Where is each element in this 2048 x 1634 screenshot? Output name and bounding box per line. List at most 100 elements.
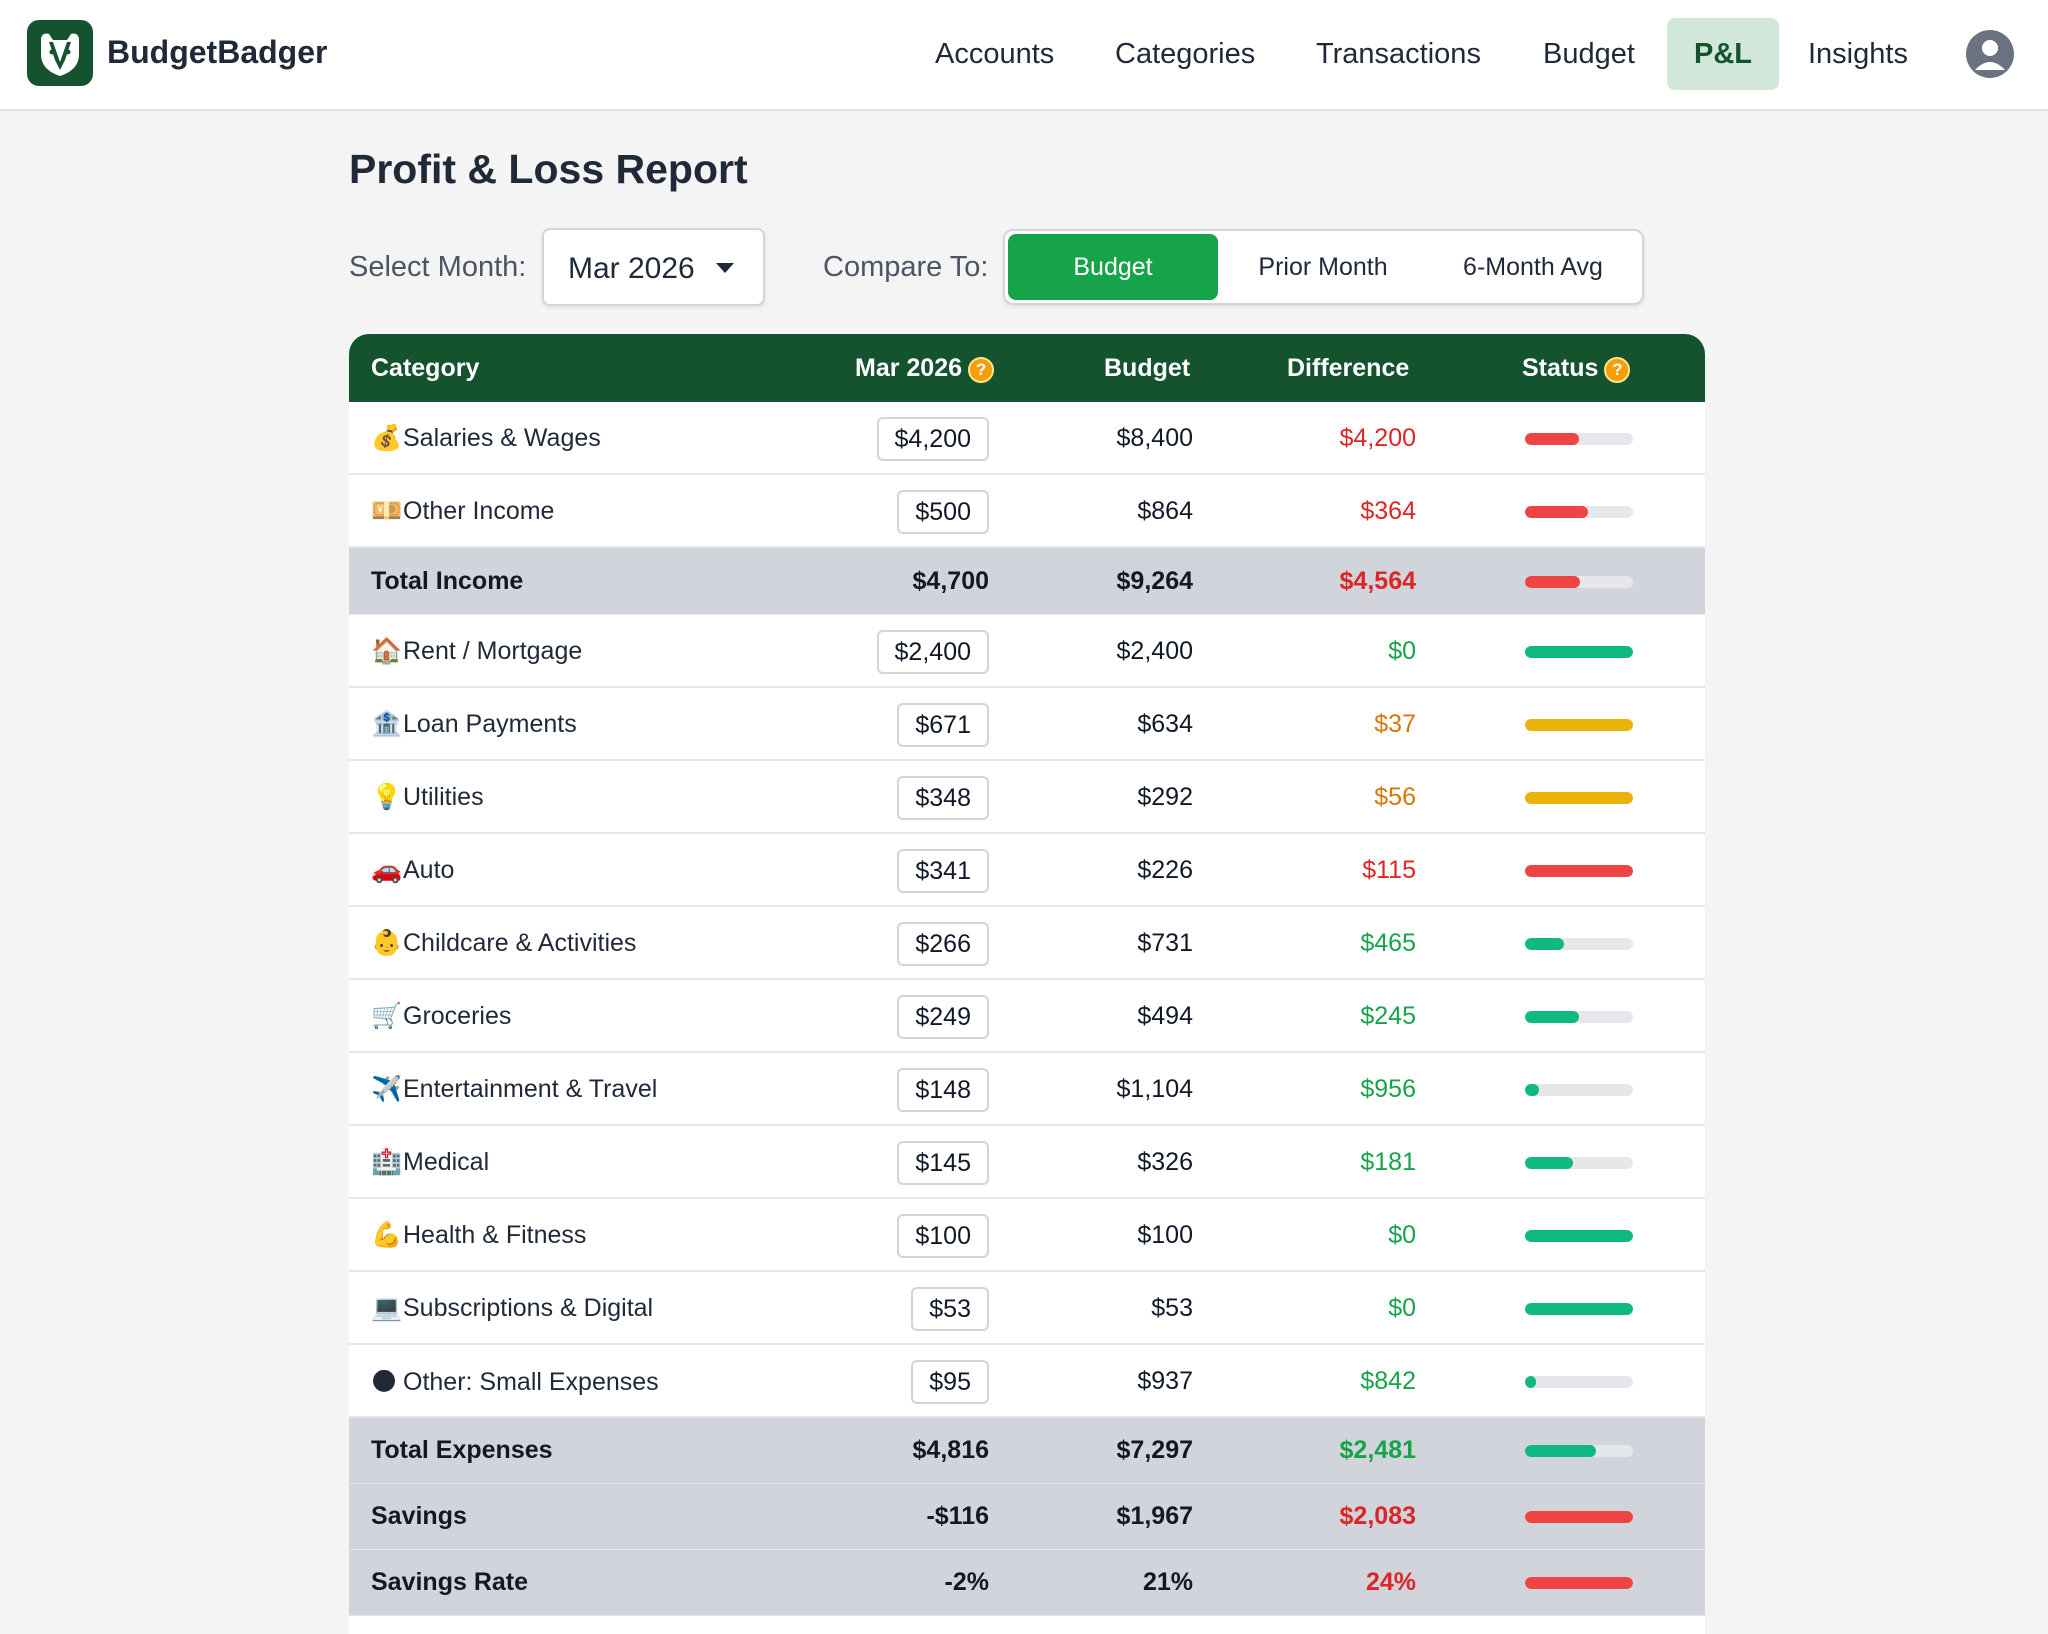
actual-total-value: -2% xyxy=(944,1568,989,1596)
table-row: 🏥Medical $145 $326 $181 xyxy=(349,1126,1705,1199)
status-progress-bar xyxy=(1525,506,1633,518)
pl-table: Category Mar 2026? Budget Difference Sta… xyxy=(349,334,1705,1634)
nav-transactions[interactable]: Transactions xyxy=(1316,38,1481,70)
category-label: Groceries xyxy=(403,1002,512,1030)
table-row: 🛒Groceries $249 $494 $245 xyxy=(349,980,1705,1053)
actual-amount-input[interactable]: $249 xyxy=(897,995,989,1039)
status-progress-bar xyxy=(1525,1376,1633,1388)
category-cell: Savings Rate xyxy=(371,1568,528,1597)
difference-value: $2,083 xyxy=(1339,1502,1416,1530)
category-emoji-icon: 💴 xyxy=(371,497,403,525)
budget-value: $1,104 xyxy=(1116,1075,1193,1103)
actual-amount-input[interactable]: $100 xyxy=(897,1214,989,1258)
header-budget[interactable]: Budget xyxy=(1104,354,1191,382)
category-label: Savings Rate xyxy=(371,1568,529,1596)
category-cell: 💡Utilities xyxy=(371,783,484,812)
user-avatar-icon[interactable] xyxy=(1966,30,2014,78)
header-status-label[interactable]: Status xyxy=(1522,354,1599,382)
category-label: Auto xyxy=(403,856,455,884)
actual-amount-input[interactable]: $500 xyxy=(897,490,989,534)
header-category[interactable]: Category xyxy=(371,354,480,382)
status-progress-fill xyxy=(1525,1445,1597,1457)
budget-value: $292 xyxy=(1137,783,1193,811)
total-row: Total Income $4,700 $9,264 $4,564 xyxy=(349,548,1705,615)
help-icon[interactable]: ? xyxy=(968,357,995,383)
nav-categories[interactable]: Categories xyxy=(1115,38,1256,70)
actual-amount-input[interactable]: $2,400 xyxy=(876,630,989,674)
status-progress-fill xyxy=(1525,719,1633,731)
category-emoji-icon: 👶 xyxy=(371,929,403,957)
actual-amount-input[interactable]: $145 xyxy=(897,1141,989,1185)
help-icon[interactable]: ? xyxy=(1604,357,1631,383)
category-emoji-icon: ✈️ xyxy=(371,1075,403,1103)
category-label: Health & Fitness xyxy=(403,1221,587,1249)
category-label: Subscriptions & Digital xyxy=(403,1294,654,1322)
status-progress-fill xyxy=(1525,506,1588,518)
category-cell: 🏥Medical xyxy=(371,1148,489,1177)
nav-budget[interactable]: Budget xyxy=(1543,38,1635,70)
total-row: Total Expenses $4,816 $7,297 $2,481 xyxy=(349,1418,1705,1484)
actual-total-value: $4,700 xyxy=(912,567,989,595)
category-cell: 💰Salaries & Wages xyxy=(371,424,601,453)
difference-value: $115 xyxy=(1362,856,1416,884)
status-progress-bar xyxy=(1525,792,1633,804)
header-difference[interactable]: Difference xyxy=(1287,354,1410,382)
nav-pl[interactable]: P&L xyxy=(1667,18,1779,90)
budget-value: $226 xyxy=(1137,856,1193,884)
budget-value: $2,400 xyxy=(1116,637,1193,665)
budget-value: $9,264 xyxy=(1116,567,1193,595)
actual-amount-cell: $145 xyxy=(789,1141,989,1185)
difference-value: $56 xyxy=(1374,783,1416,811)
actual-amount-input[interactable]: $266 xyxy=(897,922,989,966)
chevron-down-icon xyxy=(716,263,734,273)
status-progress-bar xyxy=(1525,433,1633,445)
actual-amount-cell: $671 xyxy=(789,703,989,747)
badger-logo-icon[interactable] xyxy=(27,20,93,86)
category-label: Other Income xyxy=(403,497,555,525)
table-row: 💴Other Income $500 $864 $364 xyxy=(349,475,1705,548)
compare-segmented-control: Budget Prior Month 6-Month Avg xyxy=(1003,229,1644,305)
nav-accounts[interactable]: Accounts xyxy=(935,38,1055,70)
actual-total-value: -$116 xyxy=(926,1502,989,1530)
actual-amount-input[interactable]: $341 xyxy=(897,849,989,893)
actual-amount-input[interactable]: $348 xyxy=(897,776,989,820)
status-progress-fill xyxy=(1525,865,1633,877)
actual-amount-input[interactable]: $4,200 xyxy=(876,417,989,461)
category-emoji-icon: 🏥 xyxy=(371,1148,403,1176)
budget-value: $731 xyxy=(1137,929,1193,957)
header-actual-label[interactable]: Mar 2026 xyxy=(855,354,963,382)
budget-value: $634 xyxy=(1137,710,1193,738)
actual-amount-input[interactable]: $671 xyxy=(897,703,989,747)
actual-amount-input[interactable]: $95 xyxy=(911,1360,989,1404)
actual-amount-cell: $148 xyxy=(789,1068,989,1112)
nav-insights[interactable]: Insights xyxy=(1808,38,1908,70)
difference-value: $0 xyxy=(1388,1221,1416,1249)
total-row: Savings Rate -2% 21% 24% xyxy=(349,1550,1705,1616)
month-select-dropdown[interactable]: Mar 2026 xyxy=(542,228,765,306)
category-cell: 🏠Rent / Mortgage xyxy=(371,637,582,666)
difference-value: $245 xyxy=(1360,1002,1416,1030)
app-name[interactable]: BudgetBadger xyxy=(107,34,328,70)
actual-amount-input[interactable]: $53 xyxy=(911,1287,989,1331)
table-row: 👶Childcare & Activities $266 $731 $465 xyxy=(349,907,1705,980)
status-progress-bar xyxy=(1525,1577,1633,1589)
category-emoji-icon: 🏦 xyxy=(371,710,403,738)
status-progress-fill xyxy=(1525,433,1579,445)
difference-value: $465 xyxy=(1360,929,1416,957)
actual-total-value: $4,816 xyxy=(912,1436,989,1464)
status-progress-bar xyxy=(1525,1303,1633,1315)
category-cell: 💻Subscriptions & Digital xyxy=(371,1294,653,1323)
category-cell: 🚗Auto xyxy=(371,856,454,885)
actual-amount-cell: $4,200 xyxy=(789,417,989,461)
actual-amount-input[interactable]: $148 xyxy=(897,1068,989,1112)
difference-value: $956 xyxy=(1360,1075,1416,1103)
status-progress-fill xyxy=(1525,576,1581,588)
compare-option-prior-month[interactable]: Prior Month xyxy=(1258,253,1388,281)
compare-option-6-month-avg[interactable]: 6-Month Avg xyxy=(1463,253,1603,281)
category-label: Salaries & Wages xyxy=(403,424,601,452)
status-progress-fill xyxy=(1525,1511,1633,1523)
compare-option-budget[interactable]: Budget xyxy=(1008,234,1218,300)
category-emoji-icon: 💰 xyxy=(371,424,403,452)
status-progress-bar xyxy=(1525,1011,1633,1023)
compare-to-label: Compare To: xyxy=(823,251,989,283)
